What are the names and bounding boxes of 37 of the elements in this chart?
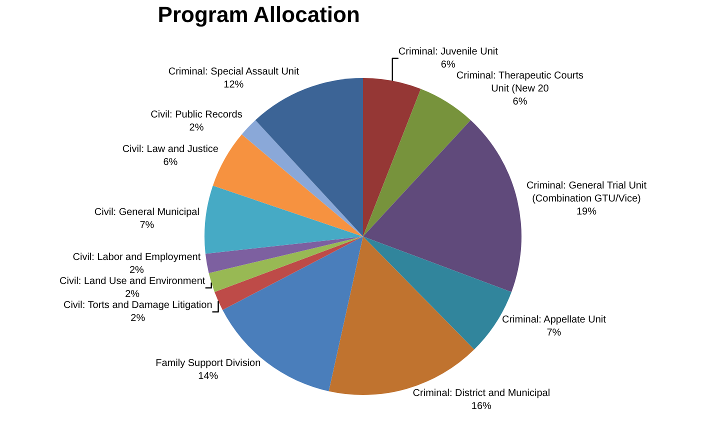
data-label: 2%: [129, 264, 144, 276]
slice-label: Civil: Land Use and Environment: [60, 276, 206, 287]
data-label: 16%: [471, 400, 492, 412]
slice-label: Family Support Division: [156, 358, 261, 369]
slice-label: Criminal: General Trial Unit (Combination GTU/Vice): [526, 180, 647, 204]
slice-label: Civil: Labor and Employment: [72, 252, 201, 263]
pie-slice: [214, 236, 363, 310]
slice-label: Civil: Law and Justice: [122, 144, 219, 155]
data-label: 2%: [125, 288, 140, 300]
pie-slice: [363, 88, 471, 236]
data-label: 7%: [546, 327, 562, 338]
slice-label: Criminal: Appellate Unit: [502, 314, 606, 326]
data-label: 19%: [576, 206, 597, 218]
slice-label: Criminal: District and Municipal: [412, 388, 550, 399]
pie-slice: [255, 78, 363, 236]
slice-label: Criminal: Therapeutic Courts Unit (New 20: [456, 70, 584, 94]
pie-slice: [242, 120, 363, 236]
pie-slice: [222, 236, 363, 392]
pie-slice: [363, 120, 522, 292]
data-label: 6%: [440, 59, 456, 70]
slice-label: Civil: General Municipal: [94, 207, 200, 218]
data-label: 2%: [189, 122, 204, 134]
slice-label: Criminal: Special Assault Unit: [168, 66, 300, 78]
pie-slice: [205, 236, 363, 274]
slice-label: Criminal: Juvenile Unit: [398, 46, 498, 58]
slice-label: Civil: Public Records: [150, 109, 242, 120]
data-label: 6%: [163, 156, 178, 168]
pie-slice: [363, 78, 421, 236]
chart-title: Program Allocation: [158, 2, 360, 27]
data-label: 14%: [198, 370, 218, 382]
data-label: 12%: [224, 80, 244, 91]
pie-slice: [208, 236, 363, 292]
data-label: 6%: [512, 96, 528, 108]
pie-slice: [204, 186, 363, 254]
data-label: 2%: [130, 312, 146, 324]
slice-label: Civil: Torts and Damage Litigation: [63, 300, 212, 311]
data-label: 7%: [140, 220, 154, 232]
